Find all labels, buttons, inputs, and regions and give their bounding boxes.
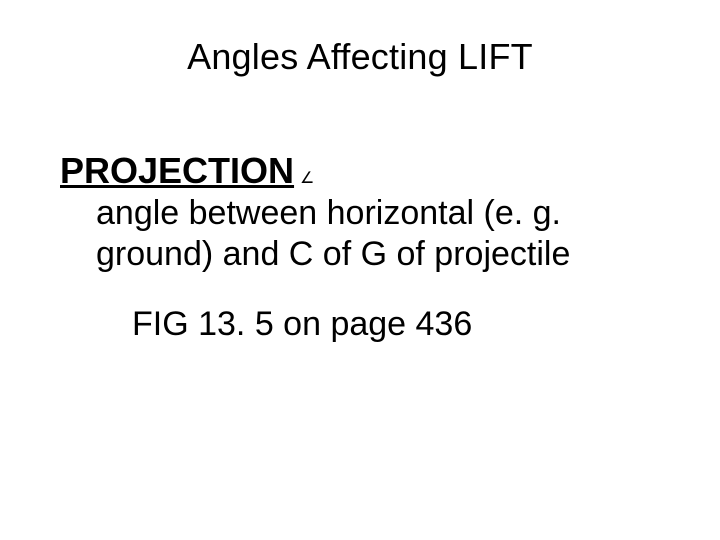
slide-title: Angles Affecting LIFT [0, 36, 720, 78]
projection-heading-line: PROJECTION ∠ [60, 150, 660, 191]
angle-icon: ∠ [300, 168, 314, 188]
figure-reference: FIG 13. 5 on page 436 [132, 305, 660, 344]
slide: Angles Affecting LIFT PROJECTION ∠ angle … [0, 0, 720, 540]
slide-body: PROJECTION ∠ angle between horizontal (e.… [60, 150, 660, 344]
projection-definition: angle between horizontal (e. g. ground) … [96, 193, 660, 275]
projection-heading: PROJECTION [60, 150, 294, 191]
